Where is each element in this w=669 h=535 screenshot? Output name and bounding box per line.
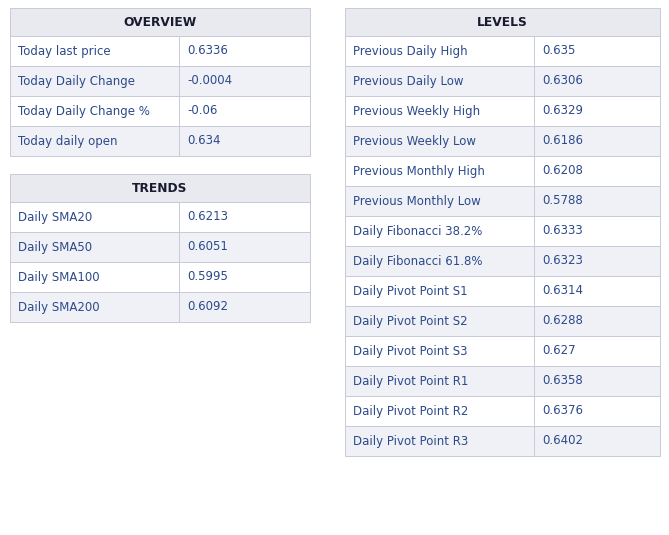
Text: 0.6051: 0.6051 (187, 241, 228, 254)
Bar (345, 156, 660, 186)
Bar (10, 126, 310, 156)
Text: 0.6186: 0.6186 (542, 134, 583, 148)
Bar (10, 174, 310, 202)
Text: Daily SMA50: Daily SMA50 (18, 241, 92, 254)
Text: Today daily open: Today daily open (18, 134, 118, 148)
Text: -0.0004: -0.0004 (187, 74, 233, 88)
Bar (10, 66, 310, 96)
Text: Daily SMA100: Daily SMA100 (18, 271, 100, 284)
Bar (345, 96, 660, 126)
Text: 0.6314: 0.6314 (542, 285, 583, 297)
Text: Today Daily Change %: Today Daily Change % (18, 104, 150, 118)
Bar (10, 262, 310, 292)
Bar (10, 8, 310, 36)
Text: Previous Weekly Low: Previous Weekly Low (353, 134, 476, 148)
Text: 0.6288: 0.6288 (542, 315, 583, 327)
Bar (10, 292, 310, 322)
Text: Previous Daily Low: Previous Daily Low (353, 74, 464, 88)
Text: 0.634: 0.634 (187, 134, 221, 148)
Bar (345, 336, 660, 366)
Text: Previous Monthly Low: Previous Monthly Low (353, 195, 481, 208)
Text: Daily SMA200: Daily SMA200 (18, 301, 100, 314)
Bar (345, 396, 660, 426)
Text: 0.5995: 0.5995 (187, 271, 228, 284)
Text: Daily Pivot Point R1: Daily Pivot Point R1 (353, 374, 468, 387)
Bar (10, 96, 310, 126)
Text: 0.6208: 0.6208 (542, 164, 583, 178)
Text: Previous Weekly High: Previous Weekly High (353, 104, 480, 118)
Text: Daily SMA20: Daily SMA20 (18, 210, 92, 224)
Text: Today last price: Today last price (18, 44, 110, 57)
Text: 0.6376: 0.6376 (542, 404, 583, 417)
Bar (345, 8, 660, 36)
Text: Daily Fibonacci 38.2%: Daily Fibonacci 38.2% (353, 225, 482, 238)
Text: Previous Daily High: Previous Daily High (353, 44, 468, 57)
Text: 0.6213: 0.6213 (187, 210, 229, 224)
Text: Daily Pivot Point S2: Daily Pivot Point S2 (353, 315, 468, 327)
Text: 0.6336: 0.6336 (187, 44, 228, 57)
Text: 0.6306: 0.6306 (542, 74, 583, 88)
Bar (345, 366, 660, 396)
Text: 0.5788: 0.5788 (542, 195, 583, 208)
Text: OVERVIEW: OVERVIEW (123, 16, 197, 28)
Bar (345, 126, 660, 156)
Text: 0.635: 0.635 (542, 44, 575, 57)
Text: 0.6402: 0.6402 (542, 434, 583, 447)
Text: Daily Fibonacci 61.8%: Daily Fibonacci 61.8% (353, 255, 482, 268)
Text: Daily Pivot Point S1: Daily Pivot Point S1 (353, 285, 468, 297)
Bar (345, 216, 660, 246)
Bar (345, 186, 660, 216)
Bar (10, 36, 310, 66)
Text: 0.6333: 0.6333 (542, 225, 583, 238)
Text: 0.6092: 0.6092 (187, 301, 229, 314)
Bar (345, 66, 660, 96)
Bar (10, 202, 310, 232)
Text: 0.6358: 0.6358 (542, 374, 583, 387)
Bar (345, 36, 660, 66)
Text: 0.627: 0.627 (542, 345, 575, 357)
Bar (345, 426, 660, 456)
Text: Daily Pivot Point S3: Daily Pivot Point S3 (353, 345, 468, 357)
Text: Daily Pivot Point R2: Daily Pivot Point R2 (353, 404, 468, 417)
Text: Previous Monthly High: Previous Monthly High (353, 164, 485, 178)
Text: 0.6329: 0.6329 (542, 104, 583, 118)
Text: TRENDS: TRENDS (132, 181, 188, 195)
Text: -0.06: -0.06 (187, 104, 218, 118)
Bar (345, 306, 660, 336)
Bar (345, 246, 660, 276)
Bar (345, 276, 660, 306)
Text: Today Daily Change: Today Daily Change (18, 74, 135, 88)
Text: LEVELS: LEVELS (477, 16, 528, 28)
Bar (10, 232, 310, 262)
Text: 0.6323: 0.6323 (542, 255, 583, 268)
Text: Daily Pivot Point R3: Daily Pivot Point R3 (353, 434, 468, 447)
